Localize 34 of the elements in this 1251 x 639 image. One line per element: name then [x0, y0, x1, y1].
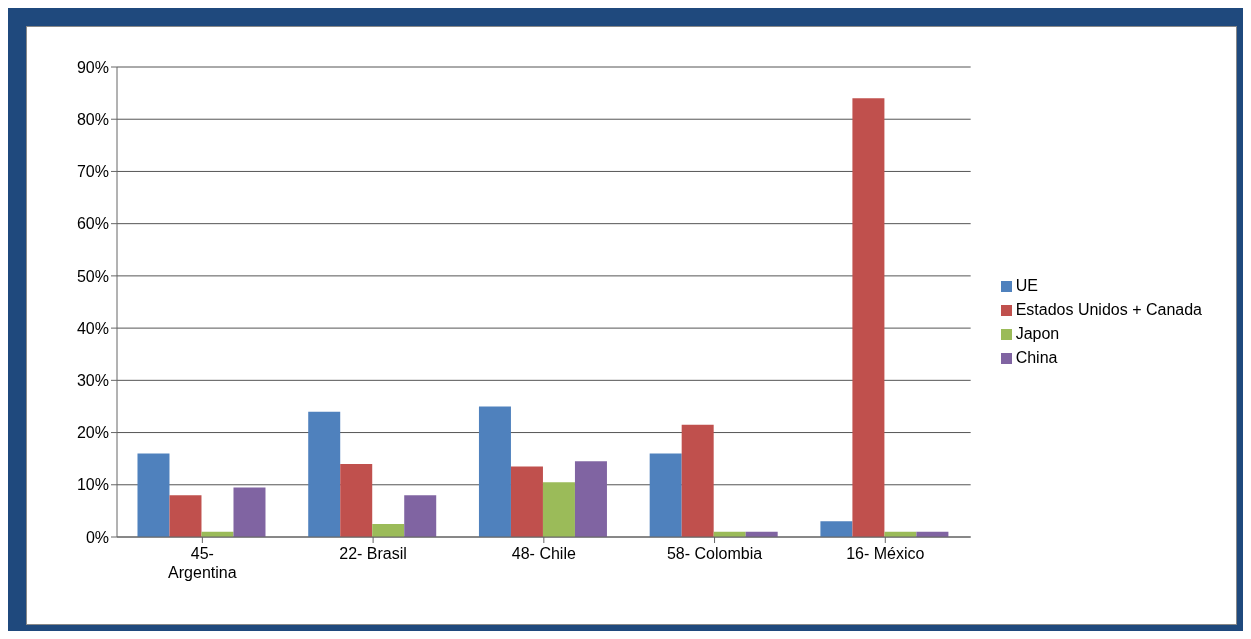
bar [820, 521, 853, 537]
bar [233, 487, 266, 537]
y-tick-label: 80% [76, 110, 109, 128]
x-tick-label: 16- México [846, 545, 925, 562]
bar [340, 463, 373, 537]
bar [169, 495, 202, 537]
bar [852, 98, 885, 537]
legend-label: Estados Unidos + Canada [1015, 301, 1202, 318]
x-tick-label: 45- Argentina [168, 545, 237, 581]
y-tick-label: 30% [76, 372, 109, 390]
y-tick-label: 90% [76, 58, 109, 76]
bar [372, 523, 405, 537]
bar [681, 424, 714, 537]
bar [510, 466, 543, 537]
legend-label: Japon [1015, 325, 1060, 342]
legend-label: UE [1015, 277, 1038, 294]
bar [137, 453, 170, 537]
x-tick-label: 48- Chile [511, 545, 576, 562]
legend-label: China [1015, 349, 1058, 366]
bar [404, 495, 437, 537]
y-tick-label: 70% [76, 163, 109, 181]
bar [574, 461, 607, 537]
y-tick-label: 0% [85, 528, 109, 546]
bar [649, 453, 682, 537]
x-tick-label: 58- Colombia [666, 545, 763, 562]
y-tick-label: 60% [76, 215, 109, 233]
y-tick-label: 10% [76, 476, 109, 494]
bar [542, 482, 575, 537]
y-tick-label: 40% [76, 319, 109, 337]
x-tick-label: 22- Brasil [339, 545, 407, 562]
y-tick-label: 20% [76, 424, 109, 442]
y-tick-label: 50% [76, 267, 109, 285]
bar [478, 406, 511, 537]
bar [308, 411, 341, 537]
